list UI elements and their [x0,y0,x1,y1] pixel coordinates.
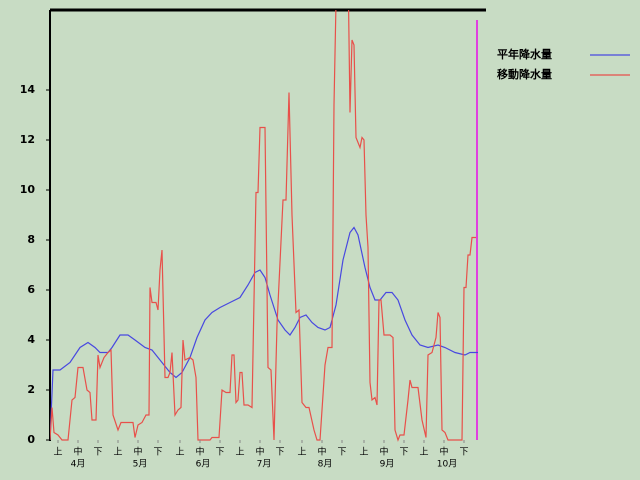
x-group-label: 10月 [437,459,457,470]
x-tick-label: 上 [235,447,244,458]
legend-label: 移動降水量 [497,67,552,81]
x-group-label: 4月 [71,459,86,470]
x-tick-label: 下 [275,448,284,458]
y-tick-label: 10 [20,183,36,196]
y-tick-label: 6 [27,283,35,296]
plot-area [50,10,478,442]
y-tick-label: 12 [20,133,35,146]
x-tick-label: 下 [399,448,408,458]
x-tick-label: 下 [337,448,346,458]
x-group-label: 5月 [133,459,148,470]
x-tick-label: 下 [215,448,224,458]
x-tick-label: 中 [133,446,142,458]
y-tick-label: 4 [27,333,35,346]
x-tick-label: 上 [359,447,368,458]
x-tick-label: 下 [93,448,102,458]
y-tick-label: 8 [27,233,35,246]
x-tick-label: 上 [53,447,62,458]
y-tick-label: 2 [27,383,35,396]
x-group-label: 9月 [380,459,395,470]
y-tick-label: 0 [27,433,35,446]
x-tick-label: 上 [113,447,122,458]
x-tick-label: 中 [379,446,388,458]
series-line [50,226,478,441]
x-group-label: 6月 [196,459,211,470]
x-tick-label: 中 [439,446,448,458]
x-tick-label: 上 [297,447,306,458]
series-line [50,10,476,442]
x-group-label: 8月 [318,459,333,470]
x-tick-label: 中 [73,446,82,458]
x-tick-label: 下 [459,448,468,458]
x-group-label: 7月 [257,459,272,470]
legend-label: 平年降水量 [497,47,552,61]
x-tick-label: 中 [255,446,264,458]
x-tick-label: 上 [175,447,184,458]
x-tick-label: 下 [153,448,162,458]
x-tick-label: 中 [195,446,204,458]
x-tick-label: 中 [317,446,326,458]
x-tick-label: 上 [419,447,428,458]
y-tick-label: 14 [20,83,36,96]
